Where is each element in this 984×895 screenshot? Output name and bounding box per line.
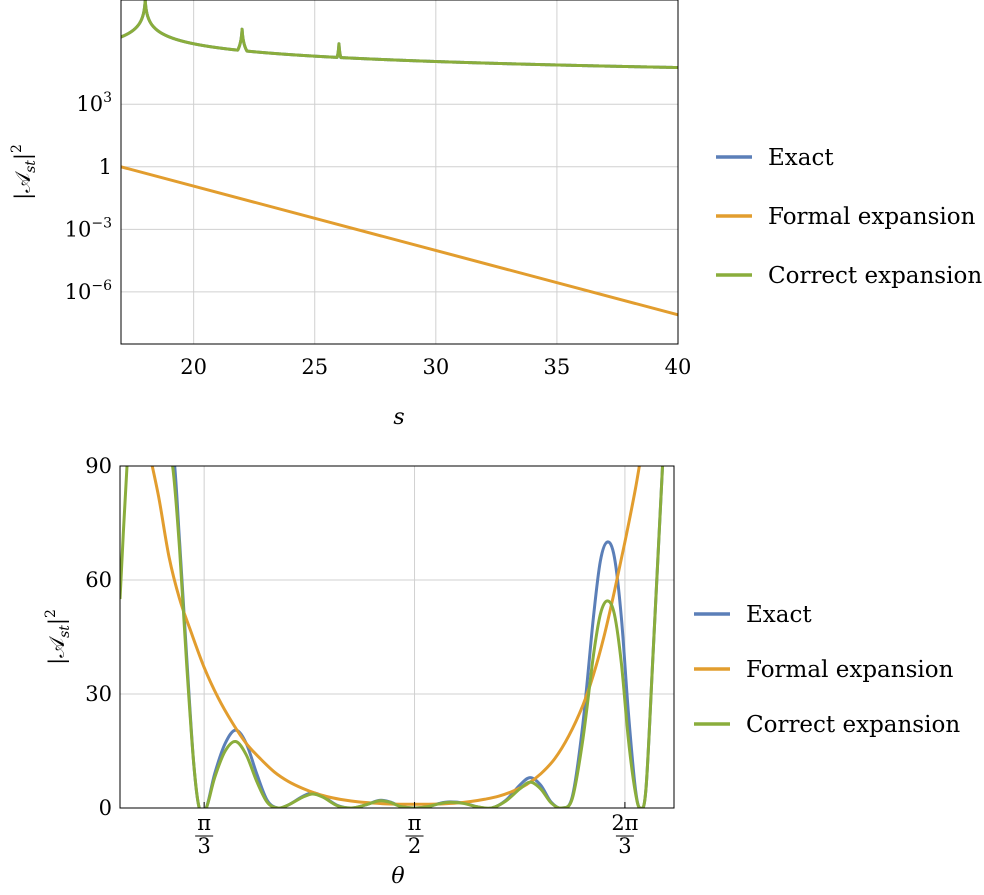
top-x-axis-label: s (393, 405, 404, 430)
bottom-x-tick-numerator: π (408, 811, 422, 835)
top-legend: Exact Formal expansion Correct expansion (716, 145, 982, 289)
top-series (121, 0, 678, 317)
bottom-x-tick-denominator: 2 (408, 834, 421, 858)
bottom-series-line-correct-expansion (120, 466, 129, 600)
top-x-tick-label: 40 (665, 355, 692, 379)
bottom-series-line-correct-expansion (171, 466, 665, 808)
bottom-y-tick-label: 30 (85, 682, 112, 706)
bottom-y-tick-label: 60 (85, 568, 112, 592)
top-y-tick-label: 103 (76, 90, 112, 116)
bottom-x-axis-label: θ (391, 864, 404, 889)
top-y-tick-label: 10−3 (65, 215, 112, 241)
bottom-x-tick-denominator: 3 (618, 834, 631, 858)
bottom-series-line-formal-expansion (150, 466, 641, 806)
bottom-y-tick-label: 0 (99, 796, 112, 820)
bottom-y-ticks: 0 30 60 90 (85, 454, 112, 820)
bottom-y-tick-label: 90 (85, 454, 112, 478)
bottom-y-axis-label: |𝒜st|2 (43, 609, 73, 665)
top-series-line-exact (121, 0, 678, 70)
top-legend-label: Formal expansion (768, 204, 976, 230)
top-plot-frame (120, 0, 679, 345)
bottom-legend-label: Correct expansion (746, 712, 960, 738)
bottom-legend-label: Formal expansion (746, 657, 954, 683)
top-y-axis-label: |𝒜st|2 (9, 144, 39, 200)
top-chart: 20 25 30 35 40 103 1 10−3 10−6 s |𝒜st|2 Exact Fo… (9, 0, 982, 430)
top-legend-label: Correct expansion (768, 263, 982, 289)
bottom-series (120, 466, 665, 808)
top-y-tick-label: 1 (99, 155, 112, 179)
bottom-plot-frame (119, 465, 675, 809)
top-legend-label: Exact (768, 145, 834, 171)
bottom-legend-label: Exact (746, 602, 812, 628)
bottom-series-line-exact (173, 466, 665, 808)
top-x-tick-label: 20 (180, 355, 207, 379)
bottom-x-tick-numerator: 2π (611, 811, 638, 835)
bottom-x-tick-numerator: π (197, 811, 211, 835)
top-x-ticks: 20 25 30 35 40 (180, 355, 691, 379)
bottom-x-tick-denominator: 3 (197, 834, 210, 858)
top-series-line-correct-expansion (121, 0, 678, 70)
top-x-tick-label: 25 (301, 355, 328, 379)
top-y-tick-label: 10−6 (65, 278, 112, 304)
top-x-tick-label: 30 (422, 355, 449, 379)
top-y-ticks: 103 1 10−3 10−6 (65, 90, 112, 304)
bottom-legend: Exact Formal expansion Correct expansion (694, 602, 960, 738)
top-series-line-formal-expansion (121, 165, 678, 317)
top-x-tick-label: 35 (544, 355, 571, 379)
